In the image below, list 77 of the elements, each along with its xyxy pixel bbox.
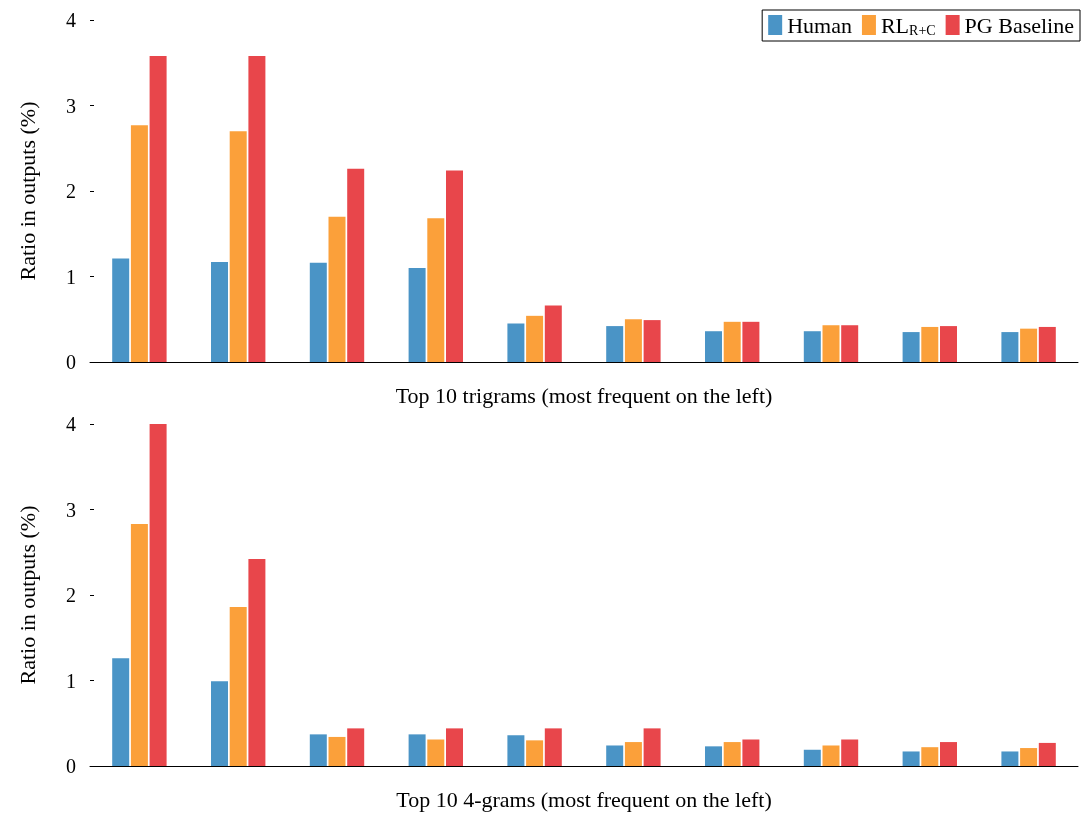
bar xyxy=(705,746,722,766)
bar xyxy=(1001,332,1019,362)
y-tick-label: 4 xyxy=(66,9,76,31)
bar xyxy=(723,742,741,766)
bar xyxy=(822,745,840,766)
bar xyxy=(921,326,939,362)
y-tick-label: 2 xyxy=(66,180,76,202)
legend-label: Human xyxy=(787,12,852,38)
bar xyxy=(347,168,365,362)
legend-label: RLR+C xyxy=(880,12,936,38)
bar xyxy=(446,170,463,362)
bar xyxy=(149,424,167,766)
bar xyxy=(742,739,760,766)
bar xyxy=(940,326,957,362)
y-tick-label: 1 xyxy=(66,265,76,288)
bar xyxy=(921,747,939,766)
bar xyxy=(1038,742,1056,766)
bar xyxy=(902,751,920,766)
bar xyxy=(526,740,544,766)
bar xyxy=(507,735,525,766)
bar xyxy=(229,131,247,362)
bar xyxy=(408,734,426,766)
bar xyxy=(248,55,266,362)
bar xyxy=(643,728,661,766)
bar xyxy=(606,326,624,362)
bar xyxy=(427,739,445,766)
bar xyxy=(624,742,642,766)
bar xyxy=(803,749,821,766)
y-tick-label: 1 xyxy=(66,669,76,692)
bar xyxy=(347,728,365,766)
bar xyxy=(526,315,544,362)
y-tick-label: 3 xyxy=(66,94,76,117)
bar xyxy=(408,267,426,362)
y-axis-title: Ratio in outputs (%) xyxy=(14,505,40,685)
bar xyxy=(112,258,130,362)
bar xyxy=(822,325,840,362)
bar xyxy=(309,734,327,766)
bar xyxy=(544,728,562,766)
bar xyxy=(841,739,859,766)
bar xyxy=(544,305,562,362)
x-axis-title: Top 10 4-grams (most frequent on the left) xyxy=(396,786,772,812)
bar xyxy=(624,319,642,362)
bar xyxy=(1020,748,1038,766)
bar xyxy=(940,742,957,766)
bar xyxy=(446,728,463,766)
y-tick-label: 4 xyxy=(66,413,76,435)
legend-label: PG Baseline xyxy=(964,12,1075,38)
bar xyxy=(328,216,346,362)
bar xyxy=(149,55,167,362)
bar xyxy=(211,681,228,766)
bar xyxy=(841,325,859,362)
y-tick-label: 0 xyxy=(66,351,76,373)
bar xyxy=(130,524,148,766)
bar xyxy=(309,262,327,362)
bar xyxy=(606,745,624,766)
bar xyxy=(229,606,247,766)
bar xyxy=(643,320,661,362)
bar xyxy=(742,321,760,362)
y-tick-label: 2 xyxy=(66,584,76,606)
bar xyxy=(723,321,741,362)
bar xyxy=(112,658,130,766)
bar xyxy=(1038,326,1056,362)
bar xyxy=(1001,751,1019,766)
bar xyxy=(427,218,445,362)
y-tick-label: 0 xyxy=(66,755,76,777)
bar xyxy=(328,736,346,766)
x-axis-title: Top 10 trigrams (most frequent on the left) xyxy=(395,382,773,408)
bar xyxy=(705,331,722,362)
bar xyxy=(211,261,228,362)
bar xyxy=(902,332,920,362)
y-tick-label: 3 xyxy=(66,498,76,521)
bar xyxy=(1020,328,1038,362)
bar xyxy=(507,323,525,362)
bar xyxy=(803,331,821,362)
bar xyxy=(130,125,148,362)
y-axis-title: Ratio in outputs (%) xyxy=(14,101,40,281)
bar xyxy=(248,559,266,766)
